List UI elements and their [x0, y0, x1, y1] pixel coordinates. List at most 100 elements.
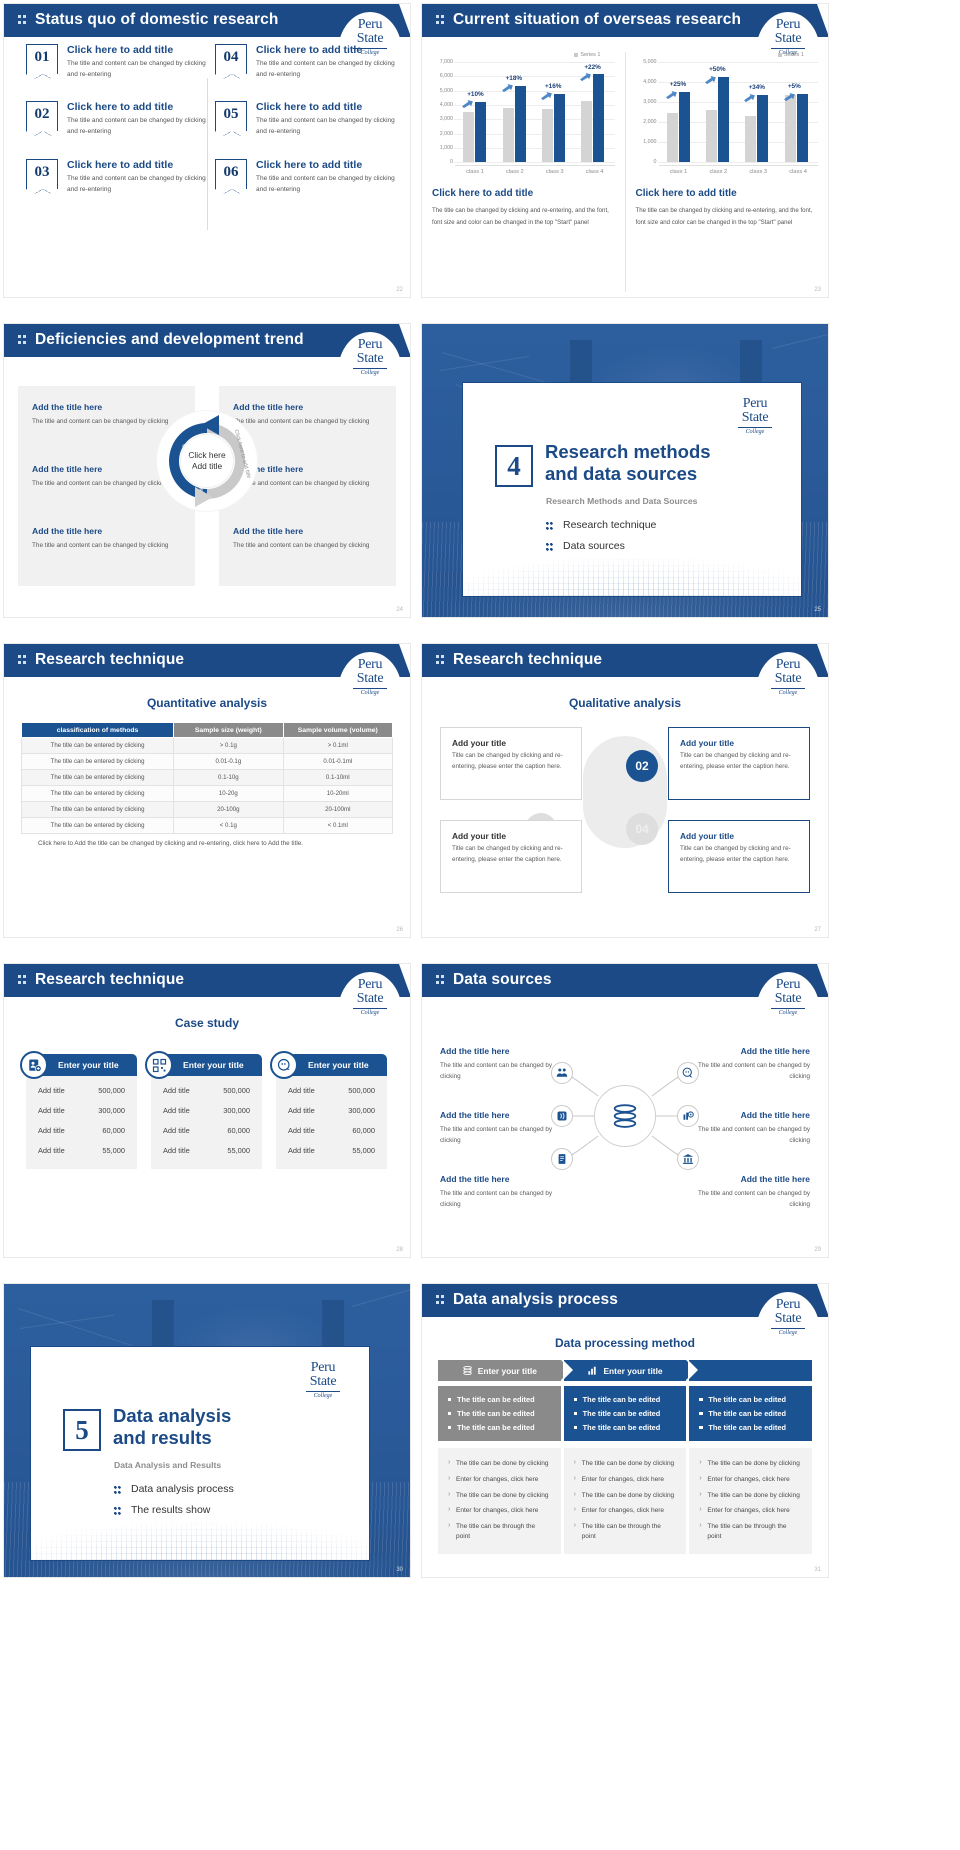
node-gear-chart-icon[interactable] — [677, 1105, 699, 1127]
node-contactless-icon[interactable] — [551, 1105, 573, 1127]
logo-line-3: College — [778, 690, 798, 696]
item-body: The title and content can be changed by … — [67, 117, 206, 136]
process-tab[interactable]: Enter your title — [438, 1360, 571, 1381]
slide-data-analysis-process[interactable]: Data analysis process Peru State College… — [422, 1284, 828, 1577]
bar-blue — [718, 77, 730, 162]
slide-domestic-research[interactable]: Status quo of domestic research Peru Sta… — [4, 4, 410, 297]
item-title: Click here to add title — [67, 101, 174, 114]
process-tab[interactable] — [688, 1360, 813, 1381]
text-block[interactable]: Add the title here The title and content … — [32, 402, 182, 427]
node-people-icon[interactable] — [551, 1062, 573, 1084]
row-label: Add title — [163, 1106, 190, 1115]
node-chat-icon[interactable] — [677, 1062, 699, 1084]
source-text-5[interactable]: Add the title here The title and content … — [682, 1110, 810, 1146]
data-hub-node[interactable] — [594, 1085, 656, 1147]
node-bank-icon[interactable] — [677, 1148, 699, 1170]
badge-05: 05 — [215, 101, 247, 132]
slide-deficiencies[interactable]: Deficiencies and development trend Peru … — [4, 324, 410, 617]
list-item[interactable]: 01 Click here to add title The title and … — [18, 44, 207, 80]
source-text-4[interactable]: Add the title here The title and content … — [682, 1046, 810, 1082]
dots-icon — [436, 655, 445, 666]
bar-label: +16% — [544, 83, 562, 90]
detail-item: Enter for changes, click here — [448, 1505, 551, 1516]
table-row[interactable]: The title can be entered by clicking 0.01… — [20, 753, 394, 770]
y-tick: 1,000 — [643, 139, 657, 145]
text-block[interactable]: Add the title here The title and content … — [32, 526, 182, 551]
text-block[interactable]: Add the title here The title and content … — [32, 464, 182, 489]
source-text-6[interactable]: Add the title here The title and content … — [682, 1174, 810, 1210]
section-bullet[interactable]: Data analysis process — [114, 1483, 234, 1495]
slide-section-4[interactable]: Peru State College 4 Research methods an… — [422, 324, 828, 617]
logo-line-3: College — [360, 50, 380, 56]
text-block[interactable]: Add the title here The title and content … — [233, 526, 383, 551]
text-title: Add the title here — [440, 1174, 510, 1184]
slide-overseas-research[interactable]: Current situation of overseas research P… — [422, 4, 828, 297]
node-document-icon[interactable] — [551, 1148, 573, 1170]
process-column-1[interactable]: Enter your title The title can be edited… — [438, 1360, 571, 1554]
slide-qualitative[interactable]: Research technique Peru State College Qu… — [422, 644, 828, 937]
column-divider — [207, 78, 208, 230]
info-box-3[interactable]: Add your title Title can be changed by cl… — [440, 820, 582, 893]
section-bullet[interactable]: The results show — [114, 1504, 234, 1516]
bar-group: +34% — [744, 62, 769, 162]
step-circle-04[interactable]: 04 — [626, 813, 658, 845]
table-row[interactable]: The title can be entered by clicking > 0.… — [20, 737, 394, 754]
text-block[interactable]: Add the title here The title and content … — [233, 464, 383, 489]
row-label: Add title — [288, 1146, 315, 1155]
item-title: Click here to add title — [256, 101, 363, 114]
process-column-2[interactable]: Enter your title The title can be edited… — [562, 1360, 696, 1554]
chart-columns: Series 1 7,000 6,000 5,000 4,000 3,000 2… — [422, 52, 828, 292]
text-block[interactable]: Add the title here The title and content … — [233, 402, 383, 427]
slide-section-5[interactable]: Peru State College 5 Data analysis and r… — [4, 1284, 410, 1577]
section-bullet[interactable]: Data sources — [546, 540, 656, 552]
logo-line-2: State — [356, 351, 384, 366]
slide-case-study[interactable]: Research technique Peru State College Ca… — [4, 964, 410, 1257]
item-body: The title and content can be changed by … — [67, 60, 206, 78]
list-item[interactable]: 02 Click here to add title The title and … — [18, 101, 207, 137]
table-row[interactable]: The title can be entered by clicking < 0.… — [20, 817, 394, 834]
cell: 10-20g — [173, 785, 284, 802]
cycle-center-label[interactable]: Click here Add title — [181, 435, 233, 487]
badge-03: 03 — [26, 158, 58, 189]
block-body: The title and content can be changed by … — [233, 418, 370, 425]
info-box-1[interactable]: Add your title Title can be changed by cl… — [440, 727, 582, 800]
list-item[interactable]: 04 Click here to add title The title and … — [207, 44, 396, 80]
chart-panel-2[interactable]: Series 1 5,000 4,000 3,000 2,000 1,000 0 — [624, 52, 829, 292]
source-text-1[interactable]: Add the title here The title and content … — [440, 1046, 568, 1082]
process-tab[interactable]: Enter your title — [562, 1360, 696, 1381]
list-item[interactable]: 03 Click here to add title The title and … — [18, 158, 207, 195]
case-card-1[interactable]: Enter your title Add title 500,000 Add ti… — [20, 1051, 137, 1169]
growth-arrow-icon — [705, 76, 716, 85]
chart-panel-1[interactable]: Series 1 7,000 6,000 5,000 4,000 3,000 2… — [422, 52, 625, 292]
table-row[interactable]: The title can be entered by clicking 10-2… — [20, 785, 394, 802]
bar-gray — [581, 101, 593, 162]
source-text-2[interactable]: Add the title here The title and content … — [440, 1110, 568, 1146]
info-box-2[interactable]: Add your title Title can be changed by cl… — [668, 727, 810, 800]
table-row[interactable]: The title can be entered by clicking 20-1… — [20, 801, 394, 818]
cycle-diagram[interactable]: Click here Add title Click here to add t… — [157, 411, 257, 511]
detail-item: The title can be through the point — [448, 1521, 551, 1542]
badge-01: 01 — [26, 44, 58, 74]
block-body: The title and content can be changed by … — [32, 542, 169, 549]
quantitative-table[interactable]: classification of methods Sample size (w… — [20, 722, 394, 834]
info-box-4[interactable]: Add your title Title can be changed by cl… — [668, 820, 810, 893]
page-number: 26 — [396, 927, 403, 933]
slide-data-sources[interactable]: Data sources Peru State College — [422, 964, 828, 1257]
case-card-3[interactable]: Enter your title Add title 500,000 Add ti… — [270, 1051, 387, 1169]
source-text-3[interactable]: Add the title here The title and content … — [440, 1174, 568, 1210]
list-item[interactable]: 06 Click here to add title The title and … — [207, 158, 396, 195]
bar-blue — [678, 92, 690, 162]
process-column-3[interactable]: The title can be edited The title can be… — [688, 1360, 813, 1554]
list-item[interactable]: 05 Click here to add title The title and … — [207, 101, 396, 137]
step-circle-02[interactable]: 02 — [626, 750, 658, 782]
slide-header-bar: Status quo of domestic research — [4, 4, 410, 37]
slide-grid: Status quo of domestic research Peru Sta… — [0, 0, 960, 1590]
detail-item: The title can be done by clicking — [448, 1490, 551, 1501]
section-bullet[interactable]: Research technique — [546, 519, 656, 531]
case-card-2[interactable]: Enter your title Add title 500,000 Add ti… — [145, 1051, 262, 1169]
slide-quantitative[interactable]: Research technique Peru State College Qu… — [4, 644, 410, 937]
caption-body: The title can be changed by clicking and… — [432, 207, 609, 227]
bar-group: +5% — [783, 62, 808, 162]
table-row[interactable]: The title can be entered by clicking 0.1-… — [20, 769, 394, 786]
legend-label: Series 1 — [580, 52, 601, 58]
